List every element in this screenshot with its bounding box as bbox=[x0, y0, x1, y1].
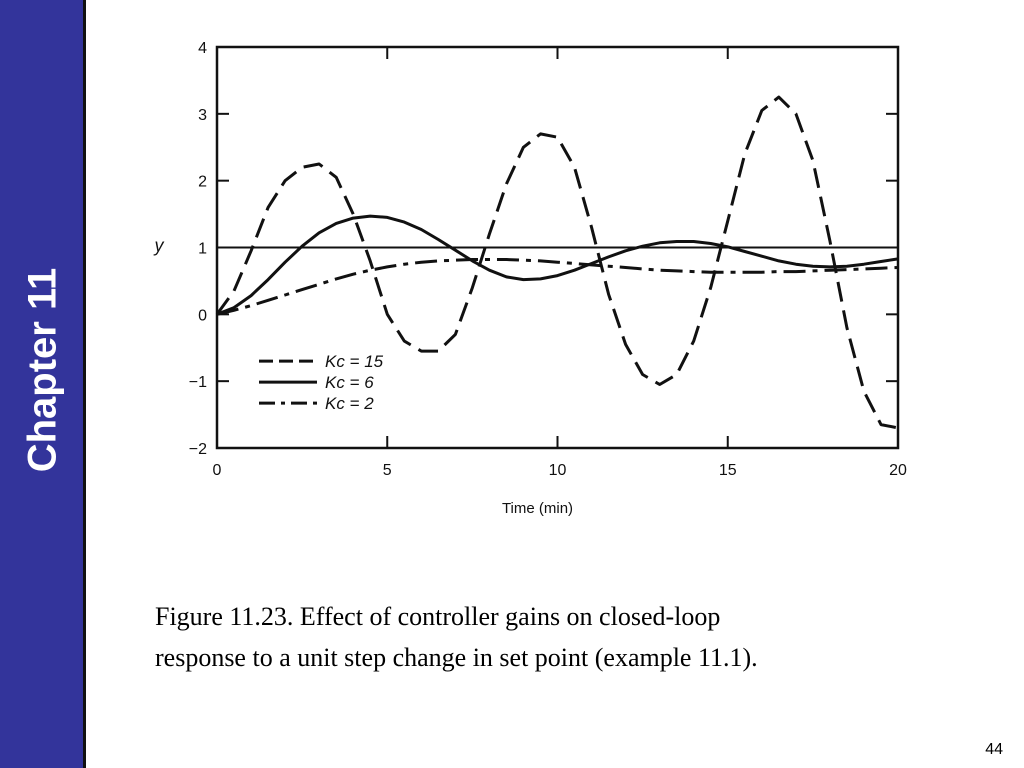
series-line-kc-2 bbox=[216, 258, 899, 316]
figure-caption: Figure 11.23. Effect of controller gains… bbox=[155, 596, 975, 678]
caption-line-1: Figure 11.23. Effect of controller gains… bbox=[155, 602, 721, 631]
series-line-kc-6 bbox=[216, 214, 899, 316]
x-tick-label: 10 bbox=[549, 462, 567, 479]
response-chart: −2 −1 0 1 2 3 4 0 5 10 15 20 Time (min) y Kc = 15 Kc = … bbox=[153, 40, 908, 517]
series-line-kc-15 bbox=[215, 95, 899, 430]
y-tick-label: 3 bbox=[198, 107, 207, 124]
y-axis-label: y bbox=[153, 236, 165, 256]
x-tick-label: 15 bbox=[719, 462, 737, 479]
legend-label: Kc = 2 bbox=[325, 394, 374, 413]
x-axis-label: Time (min) bbox=[502, 500, 573, 517]
y-tick-label: 4 bbox=[198, 40, 207, 57]
x-tick-label: 20 bbox=[889, 462, 907, 479]
y-tick-label: 1 bbox=[198, 241, 207, 258]
y-tick-label: −1 bbox=[189, 374, 207, 391]
x-tick-label: 5 bbox=[383, 462, 392, 479]
slide-number: 44 bbox=[985, 741, 1003, 758]
legend-label: Kc = 6 bbox=[325, 373, 374, 392]
chapter-sidebar: Chapter 11 bbox=[0, 0, 86, 768]
chapter-label: Chapter 11 bbox=[20, 267, 65, 473]
y-tick-label: 0 bbox=[198, 307, 207, 324]
y-tick-label: 2 bbox=[198, 174, 207, 191]
caption-line-2: response to a unit step change in set po… bbox=[155, 643, 758, 672]
x-tick-label: 0 bbox=[213, 462, 222, 479]
y-tick-label: −2 bbox=[189, 441, 207, 458]
legend-label: Kc = 15 bbox=[325, 352, 384, 371]
